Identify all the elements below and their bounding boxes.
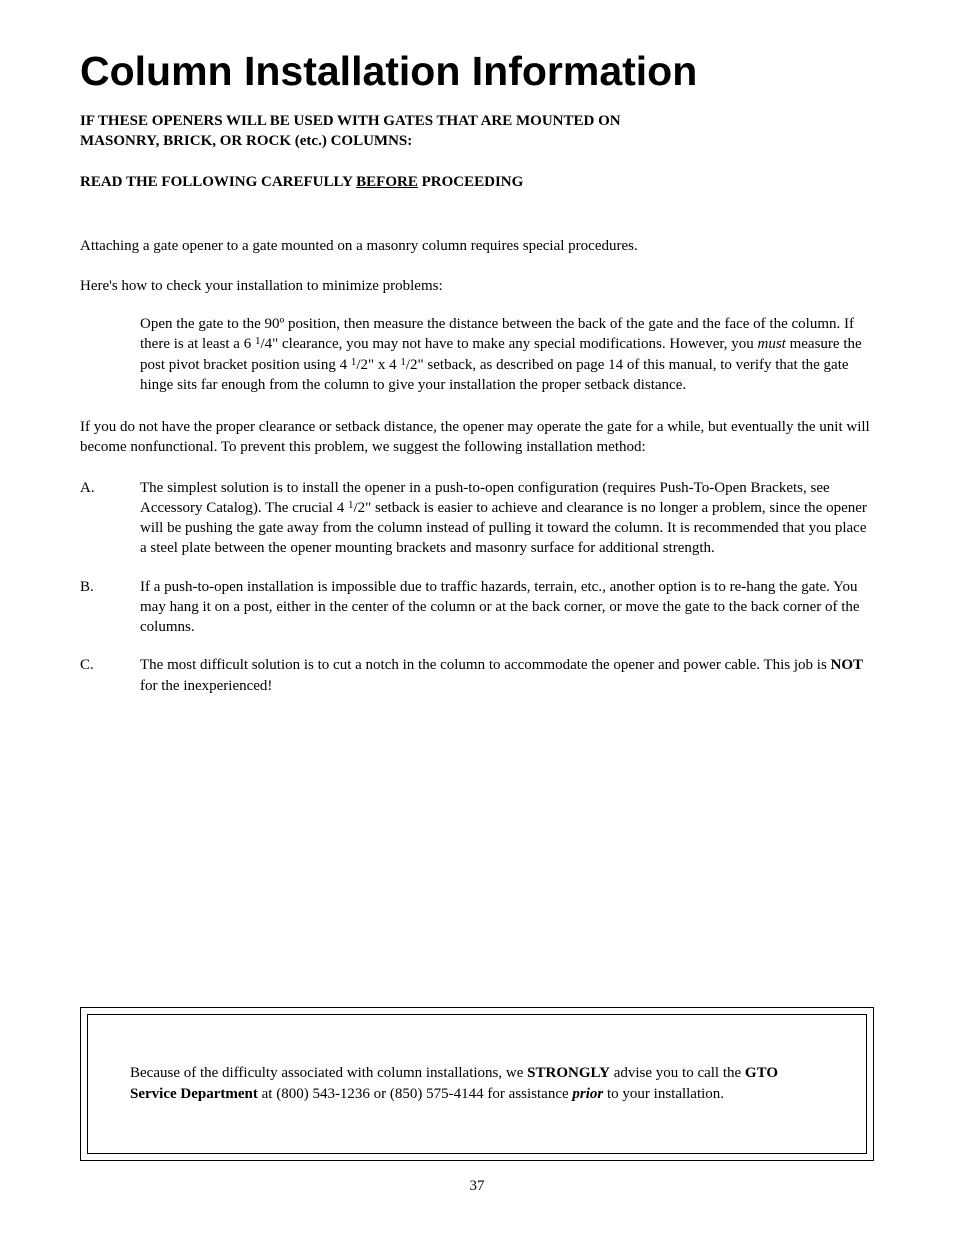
- list-c-not: NOT: [831, 657, 864, 673]
- indent-must: must: [758, 336, 786, 352]
- callout-strongly: STRONGLY: [527, 1065, 610, 1081]
- callout-content: Because of the difficulty associated wit…: [87, 1014, 867, 1154]
- read-before: BEFORE: [356, 174, 418, 190]
- frac-2-rest: /2" x 4: [356, 357, 400, 373]
- list-body-c: The most difficult solution is to cut a …: [140, 655, 874, 696]
- intro-paragraph: IF THESE OPENERS WILL BE USED WITH GATES…: [80, 111, 874, 152]
- list-body-a: The simplest solution is to install the …: [140, 478, 874, 559]
- list-c-part-a: The most difficult solution is to cut a …: [140, 657, 831, 673]
- callout-b: advise you to call the: [610, 1065, 745, 1081]
- callout-a: Because of the difficulty associated wit…: [130, 1065, 527, 1081]
- callout-prior: prior: [572, 1086, 603, 1102]
- paragraph-1: Attaching a gate opener to a gate mounte…: [80, 236, 874, 256]
- frac-1-rest: /4" clearance, you may not have to make …: [260, 336, 757, 352]
- read-pre: READ THE FOLLOWING CAREFULLY: [80, 174, 356, 190]
- document-page: Column Installation Information IF THESE…: [0, 0, 954, 1235]
- read-post: PROCEEDING: [418, 174, 523, 190]
- list-letter-b: B.: [80, 577, 140, 638]
- read-warning: READ THE FOLLOWING CAREFULLY BEFORE PROC…: [80, 174, 874, 191]
- list-item-c: C. The most difficult solution is to cut…: [80, 655, 874, 696]
- paragraph-3: If you do not have the proper clearance …: [80, 417, 874, 458]
- list-letter-a: A.: [80, 478, 140, 559]
- paragraph-2: Here's how to check your installation to…: [80, 276, 874, 296]
- intro-line1: F THESE OPENERS WILL BE USED WITH GATES …: [86, 113, 621, 129]
- list-item-b: B. If a push-to-open installation is imp…: [80, 577, 874, 638]
- list-c-part-b: for the inexperienced!: [140, 678, 272, 694]
- callout-d: to your installation.: [603, 1086, 724, 1102]
- page-number: 37: [0, 1178, 954, 1195]
- indented-instructions: Open the gate to the 90º position, then …: [140, 314, 874, 395]
- intro-line2: MASONRY, BRICK, OR ROCK (etc.) COLUMNS:: [80, 133, 412, 149]
- list-body-b: If a push-to-open installation is imposs…: [140, 577, 874, 638]
- callout-box: Because of the difficulty associated wit…: [80, 1007, 874, 1161]
- list-item-a: A. The simplest solution is to install t…: [80, 478, 874, 559]
- page-title: Column Installation Information: [80, 50, 874, 93]
- list-letter-c: C.: [80, 655, 140, 696]
- callout-c: at (800) 543-1236 or (850) 575-4144 for …: [258, 1086, 573, 1102]
